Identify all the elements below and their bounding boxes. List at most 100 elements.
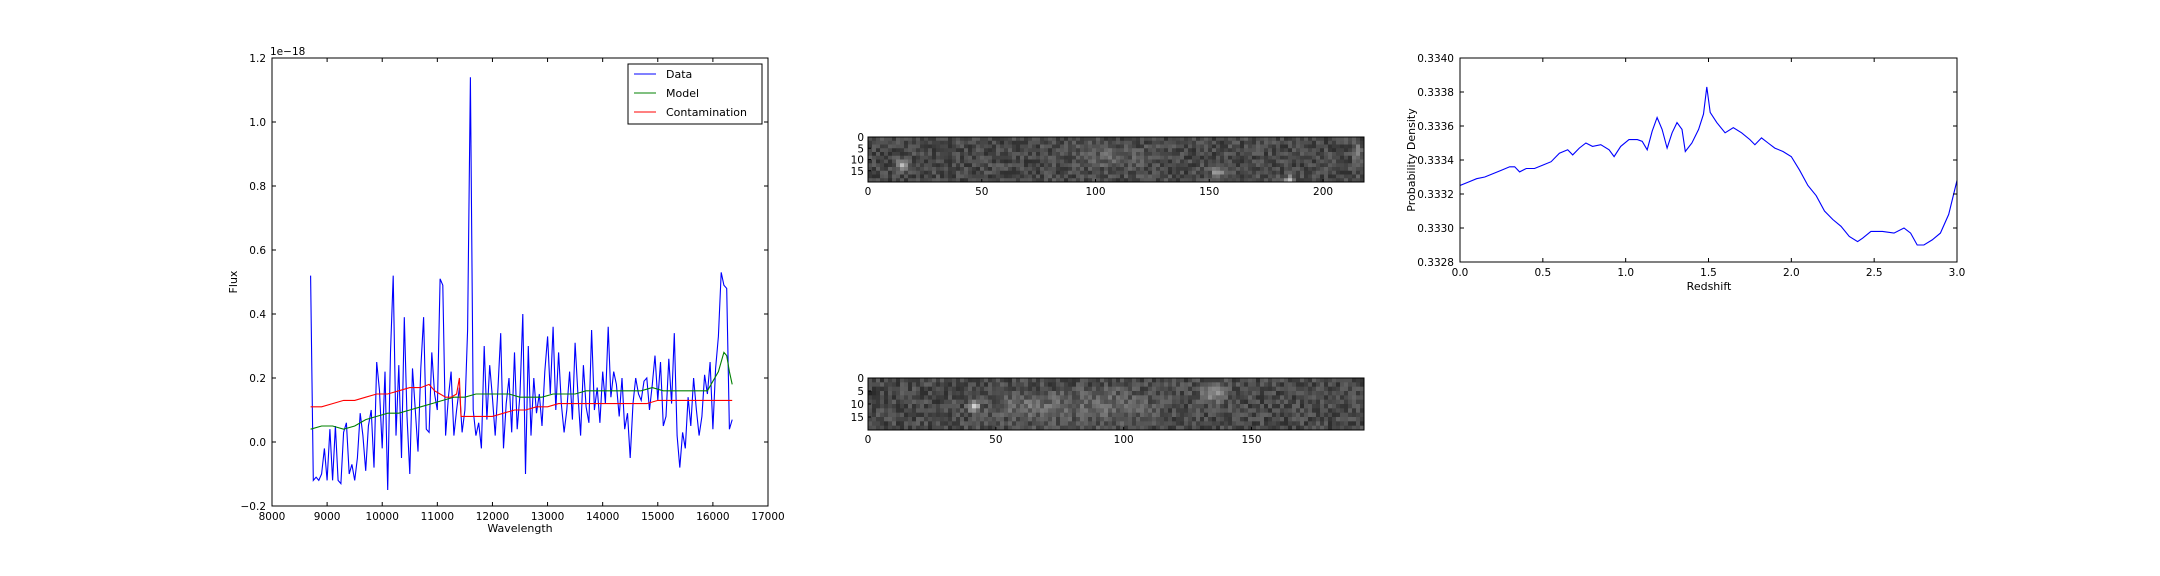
image-top-pixel bbox=[1168, 137, 1173, 142]
image-bottom-pixel bbox=[1264, 425, 1269, 431]
image-bottom-pixel bbox=[1256, 404, 1261, 409]
image-bottom-pixel bbox=[872, 408, 877, 414]
image-top-pixel bbox=[1288, 163, 1293, 168]
image-bottom-pixel bbox=[1240, 425, 1245, 431]
image-top-pixel bbox=[1092, 155, 1097, 160]
image-bottom-pixel bbox=[1016, 408, 1021, 414]
image-bottom-pixel bbox=[1112, 412, 1117, 418]
image-top-pixel bbox=[916, 144, 921, 149]
image-top-pixel bbox=[1300, 144, 1305, 149]
image-bottom-pixel bbox=[1236, 382, 1241, 388]
image-top-pixel bbox=[1260, 144, 1265, 149]
image-bottom-pixel bbox=[960, 417, 965, 422]
image-top-pixel bbox=[1072, 170, 1077, 175]
image-bottom-pixel bbox=[1340, 425, 1345, 431]
image-top-pixel bbox=[1184, 170, 1189, 175]
image-top-pixel bbox=[1308, 137, 1313, 142]
image-bottom-pixel bbox=[1176, 395, 1181, 401]
image-top-pixel bbox=[1136, 140, 1141, 145]
image-bottom-pixel bbox=[1184, 417, 1189, 422]
image-top-pixel bbox=[896, 170, 901, 175]
image-bottom-pixel bbox=[984, 382, 989, 388]
image-bottom-pixel bbox=[980, 421, 985, 427]
image-top-pixel bbox=[1328, 137, 1333, 142]
image-top-pixel bbox=[1048, 167, 1053, 172]
image-top-pixel bbox=[1128, 148, 1133, 153]
image-top-pixel bbox=[1308, 163, 1313, 168]
image-top-pixel bbox=[1164, 155, 1169, 160]
image-bottom-pixel bbox=[1236, 386, 1241, 392]
image-top-pixel bbox=[1120, 140, 1125, 145]
image-bottom-pixel bbox=[1200, 382, 1205, 388]
image-top-pixel bbox=[1180, 140, 1185, 145]
image-bottom-pixel bbox=[1036, 417, 1041, 422]
image-bottom-pixel bbox=[1308, 425, 1313, 431]
image-bottom-pixel bbox=[1100, 425, 1105, 431]
image-top-pixel bbox=[1044, 152, 1049, 157]
image-top-pixel bbox=[1224, 152, 1229, 157]
image-bottom-pixel bbox=[1068, 425, 1073, 431]
image-bottom-pixel bbox=[1284, 421, 1289, 427]
image-bottom-pixel bbox=[1224, 412, 1229, 418]
image-top-pixel bbox=[1176, 152, 1181, 157]
image-bottom-pixel bbox=[1304, 404, 1309, 409]
image-top-pixel bbox=[1308, 140, 1313, 145]
image-bottom-pixel bbox=[1068, 408, 1073, 414]
image-bottom-pixel bbox=[1136, 425, 1141, 431]
image-bottom-pixel bbox=[1040, 408, 1045, 414]
image-bottom-pixel bbox=[1336, 408, 1341, 414]
image-bottom-pixel bbox=[1084, 391, 1089, 396]
image-bottom-pixel bbox=[1120, 399, 1125, 405]
image-top-pixel bbox=[1336, 140, 1341, 145]
image-top-pixel bbox=[920, 152, 925, 157]
image-bottom-pixel bbox=[1328, 408, 1333, 414]
image-top-pixel bbox=[1056, 144, 1061, 149]
image-bottom-pixel bbox=[868, 404, 873, 409]
image-bottom-pixel bbox=[1100, 417, 1105, 422]
image-top-pixel bbox=[1152, 140, 1157, 145]
image-top-pixel bbox=[1236, 170, 1241, 175]
image-top-pixel bbox=[1224, 159, 1229, 164]
image-top-pixel bbox=[1112, 167, 1117, 172]
image-top-pixel bbox=[1352, 148, 1357, 153]
image-top-pixel bbox=[1204, 159, 1209, 164]
image-bottom-pixel bbox=[916, 395, 921, 401]
image-top-pixel bbox=[1224, 167, 1229, 172]
image-bottom-pixel bbox=[1172, 404, 1177, 409]
image-bottom-pixel bbox=[920, 404, 925, 409]
image-top-pixel bbox=[1088, 137, 1093, 142]
image-bottom-pixel bbox=[1256, 378, 1261, 383]
image-top-pixel bbox=[1328, 159, 1333, 164]
image-bottom-pixel bbox=[940, 421, 945, 427]
image-bottom-pixel bbox=[1248, 408, 1253, 414]
image-bottom-pixel bbox=[1124, 425, 1129, 431]
image-top-pixel bbox=[1316, 159, 1321, 164]
image-bottom-pixel bbox=[1228, 421, 1233, 427]
image-bottom-pixel bbox=[1004, 425, 1009, 431]
image-bottom-pixel bbox=[1348, 417, 1353, 422]
image-bottom-pixel bbox=[1112, 421, 1117, 427]
image-top-pixel bbox=[1080, 159, 1085, 164]
image-top-pixel bbox=[876, 137, 881, 142]
image-top-pixel bbox=[1060, 163, 1065, 168]
image-top-pixel bbox=[936, 178, 941, 183]
image-top-pixel bbox=[1268, 174, 1273, 179]
image-bottom-pixel bbox=[1204, 425, 1209, 431]
image-top-pixel bbox=[1012, 152, 1017, 157]
image-top-pixel bbox=[1340, 140, 1345, 145]
image-bottom-pixel bbox=[1184, 412, 1189, 418]
image-bottom-pixel bbox=[1180, 421, 1185, 427]
image-bottom-pixel bbox=[1068, 378, 1073, 383]
image-top-pixel bbox=[1256, 137, 1261, 142]
image-bottom-pixel bbox=[1132, 399, 1137, 405]
image-top-pixel bbox=[900, 140, 905, 145]
image-top-pixel bbox=[888, 163, 893, 168]
image-bottom-pixel bbox=[1000, 425, 1005, 431]
image-bottom-pixel bbox=[1040, 378, 1045, 383]
image-top-pixel bbox=[1208, 152, 1213, 157]
image-bottom-pixel bbox=[1264, 386, 1269, 392]
image-top-pixel bbox=[876, 170, 881, 175]
image-top-pixel bbox=[916, 167, 921, 172]
image-bottom-pixel bbox=[1108, 421, 1113, 427]
spectrum-x-ticks: 8000 9000 10000 11000 12000 13000 14000 15000 16… bbox=[259, 58, 785, 523]
